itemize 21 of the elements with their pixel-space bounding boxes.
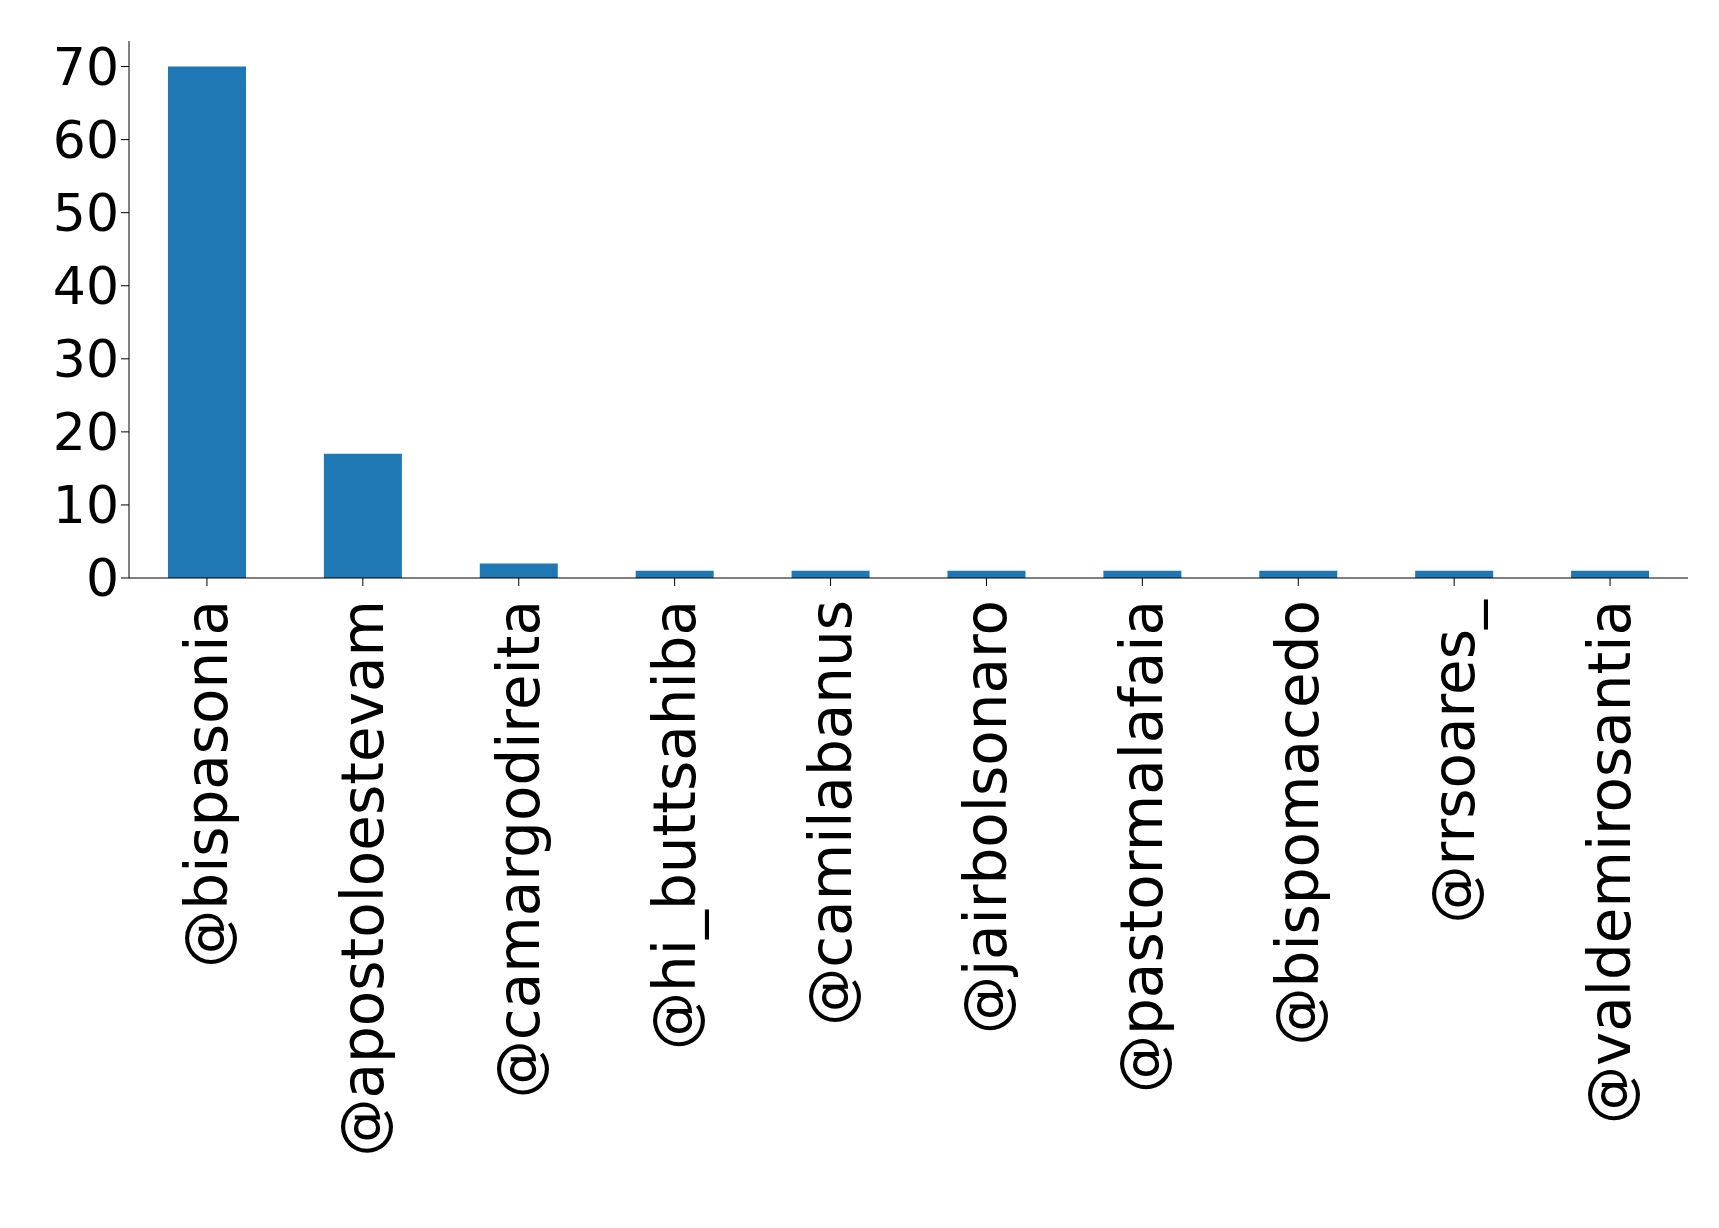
x-tick-label: @valdemirosantia <box>1576 600 1645 1125</box>
x-tick-label: @rrsoares_ <box>1420 599 1489 924</box>
x-tick-label: @camargodireita <box>484 600 553 1099</box>
x-tick-label: @jairbolsonaro <box>952 600 1021 1035</box>
y-tick-label: 70 <box>52 37 119 98</box>
y-tick-label: 0 <box>85 548 119 609</box>
y-tick-label: 20 <box>52 402 119 463</box>
x-tick-label: @bispomacedo <box>1264 600 1333 1046</box>
y-tick-label: 60 <box>52 110 119 171</box>
y-tick-label: 30 <box>52 329 119 390</box>
bar <box>323 453 402 578</box>
y-tick-label: 40 <box>52 256 119 317</box>
x-tick-label: @bispasonia <box>172 600 241 968</box>
bar <box>479 563 558 578</box>
x-tick-label: @apostoloestevam <box>328 600 397 1157</box>
y-tick-label: 50 <box>52 183 119 244</box>
x-tick-label: @hi_buttsahiba <box>640 600 709 1050</box>
x-tick-label: @camilabanus <box>796 600 865 1026</box>
y-tick-label: 10 <box>52 475 119 536</box>
bar <box>167 66 246 578</box>
x-tick-label: @pastormalafaia <box>1108 600 1177 1093</box>
